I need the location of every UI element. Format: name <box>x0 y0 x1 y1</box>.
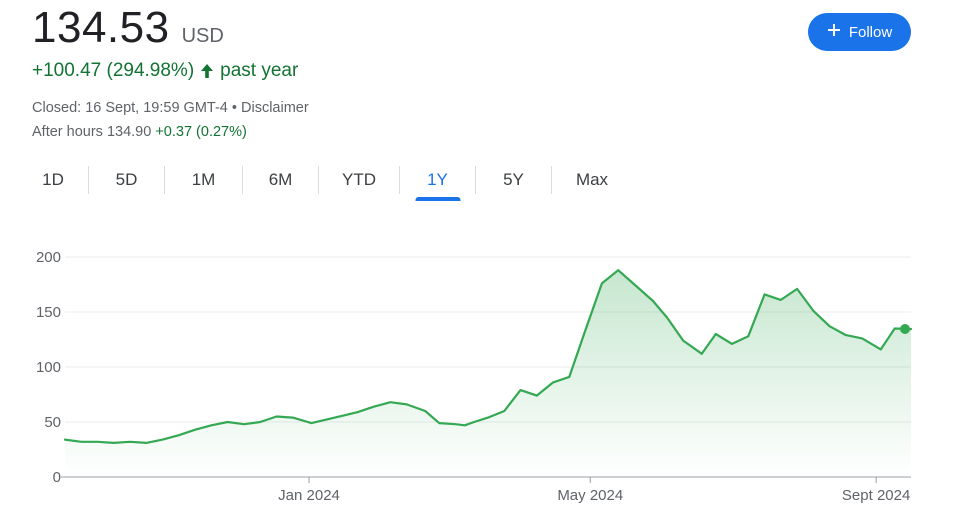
tab-divider <box>318 166 319 194</box>
price-change: +100.47 (294.98%) <box>32 60 195 81</box>
tab-divider <box>242 166 243 194</box>
follow-button-label: Follow <box>848 23 893 41</box>
tab-5y[interactable]: 5Y <box>476 162 551 198</box>
tab-label: 1Y <box>427 170 448 189</box>
tab-label: 1M <box>191 170 216 189</box>
tab-6m[interactable]: 6M <box>243 162 318 198</box>
price-line <box>63 269 913 444</box>
separator-dot: • <box>227 100 241 116</box>
tab-label: 1D <box>42 170 64 189</box>
x-tick-label: Sept 2024 <box>842 487 910 504</box>
y-tick-label: 0 <box>53 469 61 486</box>
y-tick-label: 150 <box>36 304 61 321</box>
tab-ytd[interactable]: YTD <box>319 162 399 198</box>
tab-label: YTD <box>342 170 376 189</box>
after-hours-change: +0.37 (0.27%) <box>155 124 247 140</box>
price-row: 134.53 USD <box>32 4 224 52</box>
arrow-up-icon <box>200 63 214 79</box>
tab-divider <box>164 166 165 194</box>
disclaimer-link[interactable]: Disclaimer <box>241 100 309 116</box>
tab-1m[interactable]: 1M <box>165 162 242 198</box>
currency-label: USD <box>181 25 224 47</box>
price-chart[interactable]: 200 150 100 50 0 Jan 2024 May 2024 Sept 2024 <box>0 230 966 520</box>
tab-label: 5D <box>115 170 138 189</box>
y-tick-label: 200 <box>36 249 61 266</box>
change-period: past year <box>220 60 299 81</box>
after-hours-label: After hours <box>32 124 103 140</box>
price-area-fill <box>65 270 911 477</box>
x-tick-label: Jan 2024 <box>278 487 340 504</box>
current-price: 134.53 <box>32 3 170 52</box>
tab-divider <box>475 166 476 194</box>
x-tick-label: May 2024 <box>557 487 623 504</box>
y-tick-label: 50 <box>44 414 61 431</box>
tab-max[interactable]: Max <box>552 162 632 198</box>
change-row: +100.47 (294.98%) past year <box>32 60 298 82</box>
tab-label: Max <box>575 170 609 189</box>
tab-1d[interactable]: 1D <box>18 162 88 198</box>
plus-icon <box>827 23 841 41</box>
tab-divider <box>88 166 89 194</box>
last-price-marker <box>900 324 910 335</box>
tab-label: 5Y <box>503 170 524 189</box>
tab-divider <box>551 166 552 194</box>
after-hours-price: 134.90 <box>106 124 152 140</box>
closed-time: Closed: 16 Sept, 19:59 GMT-4 <box>32 100 228 116</box>
tab-1y[interactable]: 1Y <box>400 162 475 198</box>
y-tick-label: 100 <box>36 359 61 376</box>
follow-button[interactable]: Follow <box>808 13 911 51</box>
time-range-tabs: 1D 5D 1M 6M YTD 1Y 5Y Max <box>18 162 632 202</box>
tab-label: 6M <box>268 170 293 189</box>
tab-5d[interactable]: 5D <box>89 162 164 198</box>
closed-info: Closed: 16 Sept, 19:59 GMT-4 • Disclaime… <box>32 100 309 116</box>
after-hours-info: After hours 134.90 +0.37 (0.27%) <box>32 124 247 140</box>
